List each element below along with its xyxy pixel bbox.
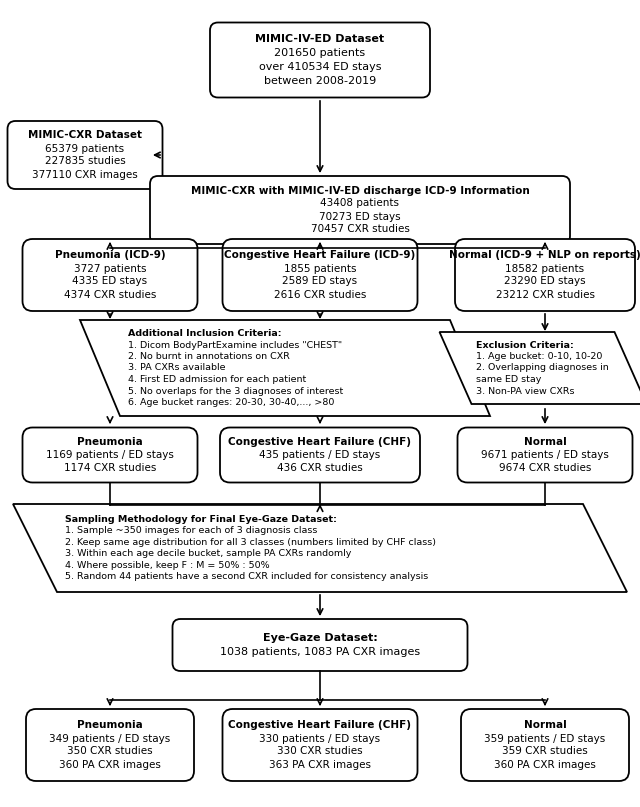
Text: Congestive Heart Failure (CHF): Congestive Heart Failure (CHF): [228, 437, 412, 447]
Text: 4. Where possible, keep F : M = 50% : 50%: 4. Where possible, keep F : M = 50% : 50…: [65, 561, 269, 570]
Text: Eye-Gaze Dataset:: Eye-Gaze Dataset:: [262, 633, 378, 643]
Text: Additional Inclusion Criteria:: Additional Inclusion Criteria:: [128, 329, 282, 338]
Text: MIMIC-IV-ED Dataset: MIMIC-IV-ED Dataset: [255, 34, 385, 44]
Text: 65379 patients: 65379 patients: [45, 144, 125, 153]
FancyBboxPatch shape: [8, 121, 163, 189]
Text: 1174 CXR studies: 1174 CXR studies: [64, 463, 156, 473]
Text: 5. Random 44 patients have a second CXR included for consistency analysis: 5. Random 44 patients have a second CXR …: [65, 572, 428, 581]
Polygon shape: [80, 320, 490, 416]
Text: Congestive Heart Failure (ICD-9): Congestive Heart Failure (ICD-9): [225, 250, 415, 261]
Text: MIMIC-CXR Dataset: MIMIC-CXR Dataset: [28, 131, 142, 140]
Text: Pneumonia: Pneumonia: [77, 437, 143, 447]
Text: 1855 patients: 1855 patients: [284, 264, 356, 274]
FancyBboxPatch shape: [22, 428, 198, 483]
FancyBboxPatch shape: [455, 239, 635, 311]
Text: 349 patients / ED stays: 349 patients / ED stays: [49, 734, 171, 743]
Text: 1. Dicom BodyPartExamine includes "CHEST": 1. Dicom BodyPartExamine includes "CHEST…: [128, 341, 342, 349]
Text: 1. Sample ~350 images for each of 3 diagnosis class: 1. Sample ~350 images for each of 3 diag…: [65, 526, 317, 535]
Text: 23290 ED stays: 23290 ED stays: [504, 277, 586, 286]
Text: same ED stay: same ED stay: [476, 375, 541, 384]
Text: 359 patients / ED stays: 359 patients / ED stays: [484, 734, 605, 743]
Text: 3. Within each age decile bucket, sample PA CXRs randomly: 3. Within each age decile bucket, sample…: [65, 550, 351, 558]
FancyBboxPatch shape: [461, 709, 629, 781]
Text: 435 patients / ED stays: 435 patients / ED stays: [259, 450, 381, 460]
Text: Pneumonia (ICD-9): Pneumonia (ICD-9): [54, 250, 165, 261]
Text: 359 CXR studies: 359 CXR studies: [502, 746, 588, 756]
Text: Normal: Normal: [524, 721, 566, 730]
Text: 9671 patients / ED stays: 9671 patients / ED stays: [481, 450, 609, 460]
Text: 18582 patients: 18582 patients: [506, 264, 584, 274]
Text: 5. No overlaps for the 3 diagnoses of interest: 5. No overlaps for the 3 diagnoses of in…: [128, 387, 343, 395]
Polygon shape: [13, 504, 627, 592]
Text: 2589 ED stays: 2589 ED stays: [282, 277, 358, 286]
Text: 330 CXR studies: 330 CXR studies: [277, 746, 363, 756]
Text: 2. Overlapping diagnoses in: 2. Overlapping diagnoses in: [476, 363, 608, 373]
Text: Congestive Heart Failure (CHF): Congestive Heart Failure (CHF): [228, 721, 412, 730]
FancyBboxPatch shape: [223, 709, 417, 781]
Text: 1. Age bucket: 0-10, 10-20: 1. Age bucket: 0-10, 10-20: [476, 352, 602, 361]
Text: 3727 patients: 3727 patients: [74, 264, 147, 274]
FancyBboxPatch shape: [220, 428, 420, 483]
Text: 6. Age bucket ranges: 20-30, 30-40,..., >80: 6. Age bucket ranges: 20-30, 30-40,..., …: [128, 398, 334, 407]
Text: 4374 CXR studies: 4374 CXR studies: [64, 290, 156, 299]
Text: 1038 patients, 1083 PA CXR images: 1038 patients, 1083 PA CXR images: [220, 647, 420, 657]
FancyBboxPatch shape: [150, 176, 570, 244]
Text: 377110 CXR images: 377110 CXR images: [32, 169, 138, 179]
Text: 201650 patients: 201650 patients: [275, 48, 365, 58]
Text: 2616 CXR studies: 2616 CXR studies: [274, 290, 366, 299]
Text: 3. Non-PA view CXRs: 3. Non-PA view CXRs: [476, 387, 574, 395]
Text: 4. First ED admission for each patient: 4. First ED admission for each patient: [128, 375, 307, 384]
Text: over 410534 ED stays: over 410534 ED stays: [259, 62, 381, 72]
Text: 1169 patients / ED stays: 1169 patients / ED stays: [46, 450, 174, 460]
Text: 363 PA CXR images: 363 PA CXR images: [269, 759, 371, 770]
Text: 436 CXR studies: 436 CXR studies: [277, 463, 363, 473]
Text: 2. Keep same age distribution for all 3 classes (numbers limited by CHF class): 2. Keep same age distribution for all 3 …: [65, 537, 436, 547]
Text: 43408 patients: 43408 patients: [321, 199, 399, 208]
Text: 70273 ED stays: 70273 ED stays: [319, 211, 401, 221]
Text: 330 patients / ED stays: 330 patients / ED stays: [259, 734, 381, 743]
FancyBboxPatch shape: [173, 619, 467, 671]
Text: Normal (ICD-9 + NLP on reports): Normal (ICD-9 + NLP on reports): [449, 250, 640, 261]
Text: 23212 CXR studies: 23212 CXR studies: [495, 290, 595, 299]
Text: Normal: Normal: [524, 437, 566, 447]
Polygon shape: [440, 332, 640, 404]
Text: 360 PA CXR images: 360 PA CXR images: [59, 759, 161, 770]
Text: 3. PA CXRs available: 3. PA CXRs available: [128, 363, 225, 373]
FancyBboxPatch shape: [210, 23, 430, 98]
Text: Sampling Methodology for Final Eye-Gaze Dataset:: Sampling Methodology for Final Eye-Gaze …: [65, 515, 337, 524]
Text: between 2008-2019: between 2008-2019: [264, 76, 376, 86]
Text: 360 PA CXR images: 360 PA CXR images: [494, 759, 596, 770]
FancyBboxPatch shape: [223, 239, 417, 311]
Text: 4335 ED stays: 4335 ED stays: [72, 277, 148, 286]
Text: 70457 CXR studies: 70457 CXR studies: [310, 224, 410, 235]
Text: 350 CXR studies: 350 CXR studies: [67, 746, 153, 756]
Text: Exclusion Criteria:: Exclusion Criteria:: [476, 341, 573, 349]
Text: MIMIC-CXR with MIMIC-IV-ED discharge ICD-9 Information: MIMIC-CXR with MIMIC-IV-ED discharge ICD…: [191, 186, 529, 195]
FancyBboxPatch shape: [458, 428, 632, 483]
Text: 2. No burnt in annotations on CXR: 2. No burnt in annotations on CXR: [128, 352, 290, 361]
Text: 9674 CXR studies: 9674 CXR studies: [499, 463, 591, 473]
Text: 227835 studies: 227835 studies: [45, 157, 125, 166]
Text: Pneumonia: Pneumonia: [77, 721, 143, 730]
FancyBboxPatch shape: [22, 239, 198, 311]
FancyBboxPatch shape: [26, 709, 194, 781]
